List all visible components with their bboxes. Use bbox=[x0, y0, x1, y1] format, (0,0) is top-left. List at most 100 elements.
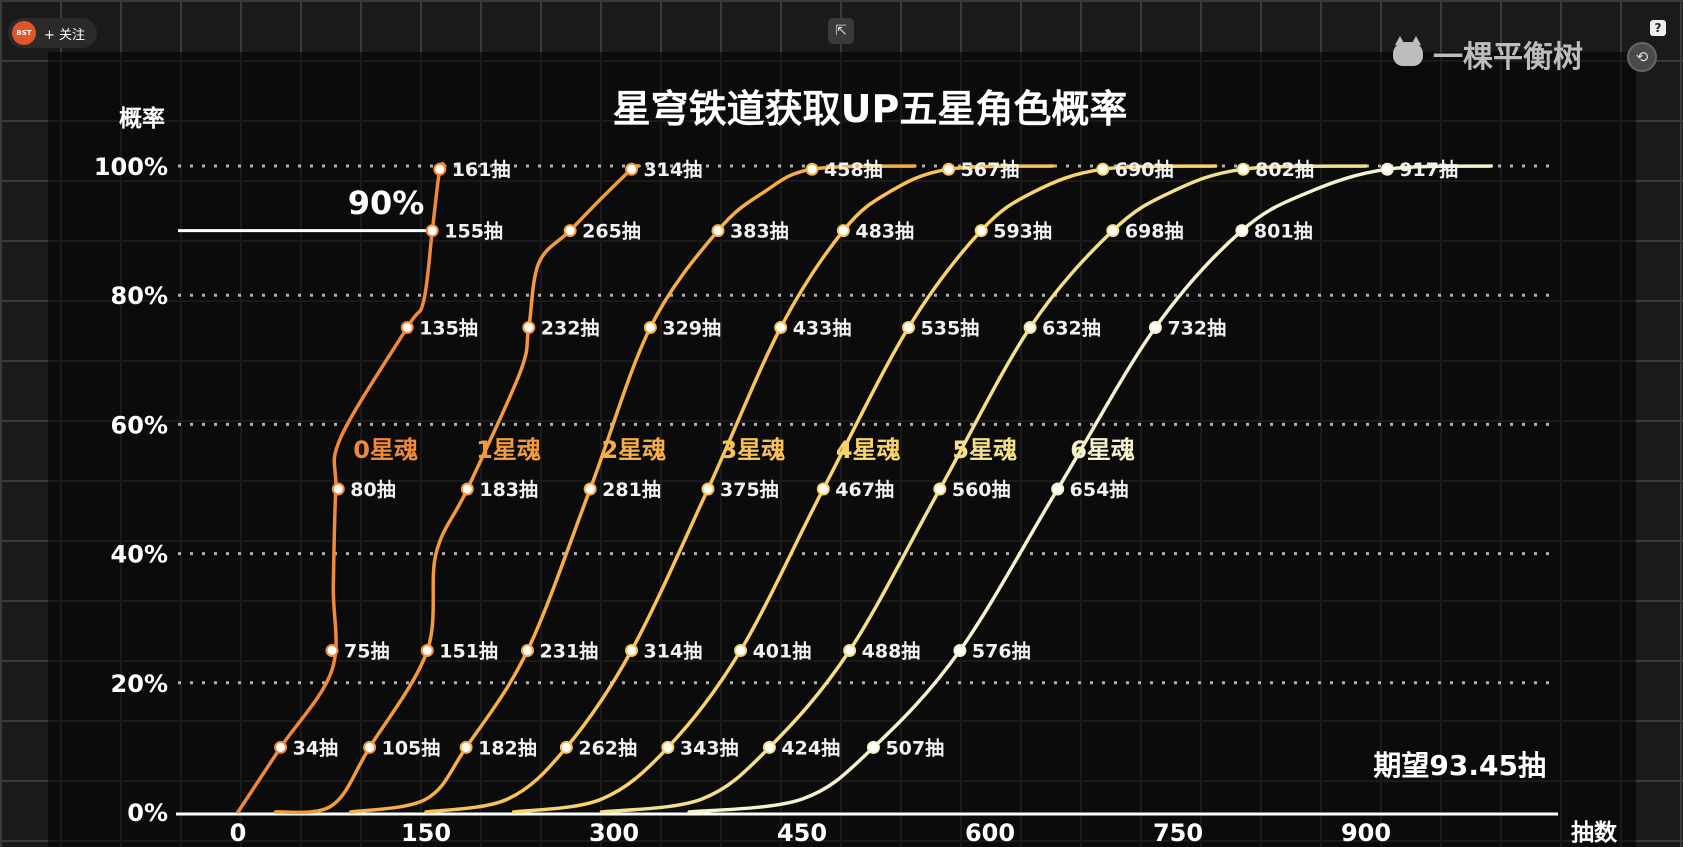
data-point bbox=[460, 482, 474, 496]
data-point bbox=[816, 482, 830, 496]
x-tick-label: 600 bbox=[965, 819, 1015, 847]
data-label: 343抽 bbox=[680, 736, 739, 759]
data-point bbox=[953, 644, 967, 657]
data-point bbox=[559, 740, 573, 754]
data-point bbox=[902, 321, 916, 334]
series-label: 0星魂 bbox=[353, 436, 418, 464]
y-tick-label: 0% bbox=[127, 799, 168, 827]
data-point bbox=[774, 321, 788, 334]
x-tick-label: 150 bbox=[401, 819, 451, 847]
data-label: 401抽 bbox=[753, 640, 812, 663]
data-point bbox=[363, 740, 377, 754]
x-tick-label: 900 bbox=[1341, 819, 1391, 847]
data-label: 483抽 bbox=[855, 220, 914, 243]
data-label: 314抽 bbox=[644, 640, 703, 663]
follow-label[interactable]: + 关注 bbox=[44, 27, 86, 43]
data-point bbox=[1023, 321, 1037, 334]
data-label: 135抽 bbox=[419, 317, 478, 340]
data-label: 698抽 bbox=[1125, 220, 1184, 243]
data-label: 802抽 bbox=[1255, 158, 1314, 181]
data-point bbox=[1236, 162, 1250, 176]
data-label: 488抽 bbox=[862, 640, 921, 663]
picture-in-picture-icon[interactable]: ⇱ bbox=[828, 18, 854, 44]
data-point bbox=[1051, 482, 1065, 496]
series-label: 5星魂 bbox=[952, 436, 1017, 464]
data-label: 567抽 bbox=[961, 158, 1020, 181]
x-tick-label: 0 bbox=[230, 819, 247, 847]
data-label: 105抽 bbox=[382, 736, 441, 759]
data-label: 732抽 bbox=[1167, 317, 1226, 340]
data-point bbox=[866, 740, 880, 754]
data-label: 329抽 bbox=[662, 317, 721, 340]
data-point bbox=[1148, 321, 1162, 334]
data-point bbox=[433, 162, 447, 176]
data-label: 314抽 bbox=[644, 158, 703, 181]
y-tick-label: 40% bbox=[111, 541, 168, 569]
data-label: 182抽 bbox=[478, 736, 537, 759]
avatar[interactable]: BST bbox=[12, 21, 36, 45]
y-tick-label: 100% bbox=[94, 153, 168, 181]
data-point bbox=[643, 321, 657, 334]
x-tick-label: 450 bbox=[777, 819, 827, 847]
series-label: 4星魂 bbox=[836, 436, 901, 464]
series-label: 3星魂 bbox=[721, 436, 786, 464]
data-label: 424抽 bbox=[781, 736, 840, 759]
data-label: 576抽 bbox=[972, 640, 1031, 663]
data-label: 265抽 bbox=[582, 220, 641, 243]
data-point bbox=[425, 224, 439, 238]
data-label: 535抽 bbox=[921, 317, 980, 340]
data-label: 375抽 bbox=[720, 478, 779, 501]
data-point bbox=[836, 224, 850, 238]
data-label: 262抽 bbox=[578, 736, 637, 759]
data-label: 231抽 bbox=[540, 640, 599, 663]
series-line bbox=[511, 164, 1218, 814]
y-tick-label: 20% bbox=[111, 670, 168, 698]
data-label: 801抽 bbox=[1254, 220, 1313, 243]
data-point bbox=[974, 224, 988, 238]
data-point bbox=[805, 162, 819, 176]
data-point bbox=[521, 644, 535, 657]
follow-button[interactable]: BST + 关注 bbox=[8, 18, 98, 48]
cat-logo-icon bbox=[1393, 36, 1423, 66]
x-axis-label: 抽数 bbox=[1571, 820, 1618, 846]
data-point bbox=[933, 482, 947, 496]
series-line bbox=[424, 164, 1055, 814]
series-line bbox=[687, 164, 1494, 814]
share-icon[interactable]: ⟲ bbox=[1627, 42, 1657, 72]
data-label: 80抽 bbox=[350, 478, 395, 501]
data-label: 75抽 bbox=[344, 640, 389, 663]
series-line bbox=[599, 164, 1368, 814]
data-point bbox=[274, 740, 288, 754]
help-icon[interactable]: ? bbox=[1650, 20, 1666, 36]
data-label: 917抽 bbox=[1399, 158, 1458, 181]
data-point bbox=[1380, 162, 1394, 176]
data-point bbox=[625, 162, 639, 176]
data-point bbox=[522, 321, 536, 334]
y-axis-label: 概率 bbox=[119, 105, 165, 132]
data-point bbox=[400, 321, 414, 334]
series-label: 1星魂 bbox=[476, 436, 541, 464]
data-label: 433抽 bbox=[793, 317, 852, 340]
chart-title: 星穹铁道获取UP五星角色概率 bbox=[613, 87, 1128, 131]
data-point bbox=[942, 162, 956, 176]
data-label: 183抽 bbox=[479, 478, 538, 501]
data-point bbox=[420, 644, 434, 657]
data-point bbox=[661, 740, 675, 754]
data-label: 690抽 bbox=[1115, 158, 1174, 181]
data-label: 560抽 bbox=[952, 478, 1011, 501]
data-point bbox=[1106, 224, 1120, 238]
data-label: 654抽 bbox=[1070, 478, 1129, 501]
data-point bbox=[701, 482, 715, 496]
data-label: 155抽 bbox=[444, 220, 503, 243]
data-point bbox=[325, 644, 339, 657]
data-label: 34抽 bbox=[293, 736, 338, 759]
expectation-label: 期望93.45抽 bbox=[1373, 749, 1546, 782]
data-label: 467抽 bbox=[835, 478, 894, 501]
brand-name: 一棵平衡树 bbox=[1433, 40, 1583, 75]
data-label: 151抽 bbox=[439, 640, 498, 663]
data-point bbox=[734, 644, 748, 657]
data-point bbox=[1096, 162, 1110, 176]
data-label: 458抽 bbox=[824, 158, 883, 181]
data-point bbox=[711, 224, 725, 238]
